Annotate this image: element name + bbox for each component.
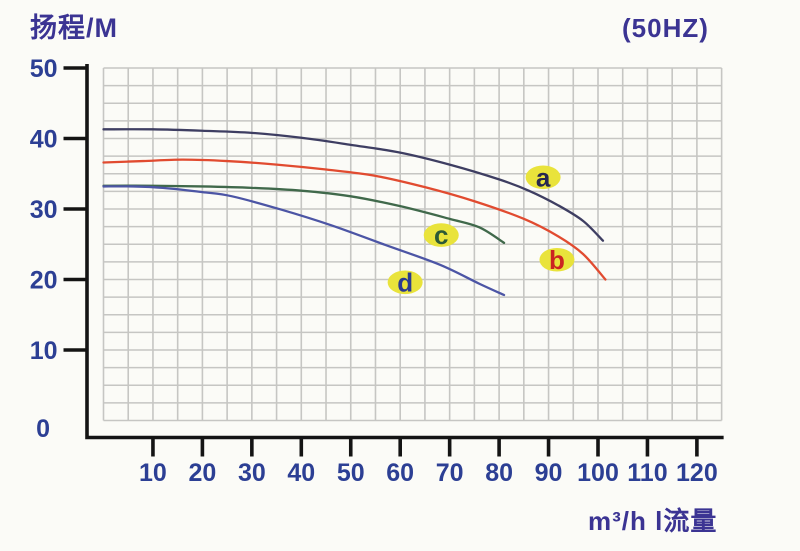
curve-label-text-d: d [397,267,413,297]
x-tick-label: 90 [535,459,563,487]
x-tick-label: 110 [627,459,667,487]
y-tick-label: 0 [36,415,50,443]
x-tick-label: 80 [485,459,513,487]
x-tick-label: 40 [287,459,315,487]
curve-label-bubble-d [387,270,423,295]
curve-d [102,185,506,297]
x-tick-label: 120 [676,459,718,487]
curve-a [102,128,605,242]
axis-frame [85,64,724,440]
curve-label-bubble-b [539,247,575,272]
x-tick-label: 30 [238,459,266,487]
y-tick-label: 50 [30,55,58,83]
curve-label-text-a: a [536,162,551,192]
y-axis-title: 扬程/M [30,13,118,43]
y-tick-label: 30 [30,196,58,224]
curve-c [102,184,506,244]
y-tick-label: 40 [30,126,58,154]
curve-label-text-b: b [549,245,565,275]
x-tick-label: 70 [436,459,464,487]
curve-b [102,158,607,281]
y-tick-label: 20 [30,267,58,295]
curve-label-bubble-a [525,165,561,190]
frequency-label: (50HZ) [622,13,709,43]
y-tick-label: 10 [30,337,58,365]
x-axis-unit-label: m³/h l流量 [588,506,718,536]
x-tick-label: 50 [337,459,365,487]
curve-label-bubble-c [423,223,459,247]
curve-label-text-c: c [434,220,448,250]
x-tick-label: 10 [139,459,167,487]
x-tick-label: 100 [577,459,619,487]
x-tick-label: 60 [386,459,414,487]
x-tick-label: 20 [188,459,216,487]
